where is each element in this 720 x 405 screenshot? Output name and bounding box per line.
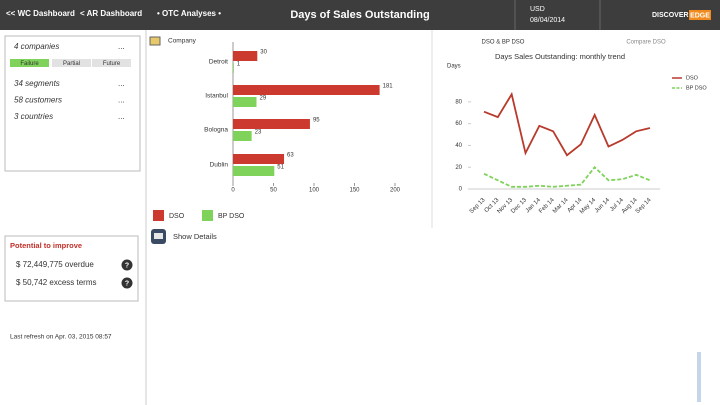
value-label: 29 [259,96,266,102]
line-series [483,165,651,188]
show-details[interactable]: Show Details [173,232,217,241]
value-label: 63 [287,153,294,159]
y-tick-label: 20 [455,165,462,171]
value-label: 95 [313,118,320,124]
help-icon[interactable] [121,259,133,271]
x-tick-label: Sep 13 [469,197,487,215]
y-tick-label: 60 [455,121,462,127]
tab[interactable]: DSO & BP DSO [482,40,525,46]
bar [233,154,285,164]
logo-box [689,10,711,20]
legend-label: DSO [169,213,185,220]
filter-panel [4,35,141,172]
details-icon-inner[interactable] [154,233,163,239]
x-tick-label: Jun 14 [594,197,611,214]
nav-link[interactable]: • OTC Analyses • [157,9,221,18]
logo: DISCOVER [652,12,689,19]
filter-item[interactable]: 3 countries [14,112,53,121]
filter-button-label[interactable]: Partial [63,61,80,67]
more[interactable]: ... [118,96,125,105]
legend-label: BP DSO [218,213,245,220]
help-icon[interactable] [121,277,133,289]
x-tick-label: 150 [349,188,360,194]
filter-item[interactable]: 34 segments [14,79,60,88]
tab[interactable]: Compare DSO [626,40,666,46]
value-label: 1 [237,62,241,68]
x-tick-label: 50 [270,188,277,194]
help-icon-label[interactable]: ? [125,280,129,287]
category-label: Detroit [209,59,228,66]
company-icon [149,36,161,46]
value-label: 23 [255,130,262,136]
value-label: 51 [277,165,284,171]
nav-link[interactable]: < AR Dashboard [80,9,142,18]
bar-header: Company [168,38,197,45]
x-tick-label: Mar 14 [552,197,570,215]
y-tick-label: 80 [455,99,462,105]
potential-panel [4,235,139,302]
y-axis-label: Days [447,64,461,70]
page-title: Days of Sales Outstanding [290,9,429,21]
refresh-note: Last refresh on Apr. 03, 2015 08:57 [10,334,112,341]
filter-button-label[interactable]: Future [103,61,121,67]
y-tick-label: 0 [459,187,463,193]
more[interactable]: ... [118,79,125,88]
logo: EDGE [690,12,710,19]
filter-button-label[interactable]: Failure [20,61,39,67]
bar [233,63,234,73]
x-tick-label: May 14 [579,197,598,216]
line-series [483,91,651,157]
potential-title: Potential to improve [10,241,82,250]
legend-label: BP DSO [686,85,707,91]
y-tick-label: 40 [455,143,462,149]
bar [233,85,380,95]
potential-item: $ 72,449,775 overdue [16,260,94,269]
bar [233,131,252,141]
legend-swatch [153,210,164,221]
bar [233,97,257,107]
x-tick-label: 0 [231,188,235,194]
x-tick-label: Sep 14 [635,197,653,215]
bar [233,119,310,129]
currency: USD [530,6,545,13]
value-label: 181 [383,84,394,90]
legend-label: DSO [686,75,699,81]
bar [233,51,258,61]
value-label: 30 [260,50,267,56]
category-label: Istanbul [205,93,228,100]
help-icon-label[interactable]: ? [125,262,129,269]
scrollbar[interactable] [697,352,701,402]
filter-button[interactable] [10,59,49,67]
filter-button[interactable] [52,59,91,67]
more[interactable]: ... [118,42,125,51]
potential-item: $ 50,742 excess terms [16,278,96,287]
x-tick-label: 200 [390,188,401,194]
filter-button[interactable] [92,59,131,67]
line-title: Days Sales Outstanding: monthly trend [495,52,625,61]
category-label: Bologna [204,127,228,134]
bar [233,166,275,176]
companies[interactable]: 4 companies [14,42,59,51]
x-tick-label: 100 [309,188,320,194]
nav-link[interactable]: << WC Dashboard [6,9,75,18]
more[interactable]: ... [118,112,125,121]
date: 08/04/2014 [530,17,565,24]
filter-item[interactable]: 58 customers [14,96,62,105]
category-label: Dublin [210,162,229,169]
legend-swatch [202,210,213,221]
